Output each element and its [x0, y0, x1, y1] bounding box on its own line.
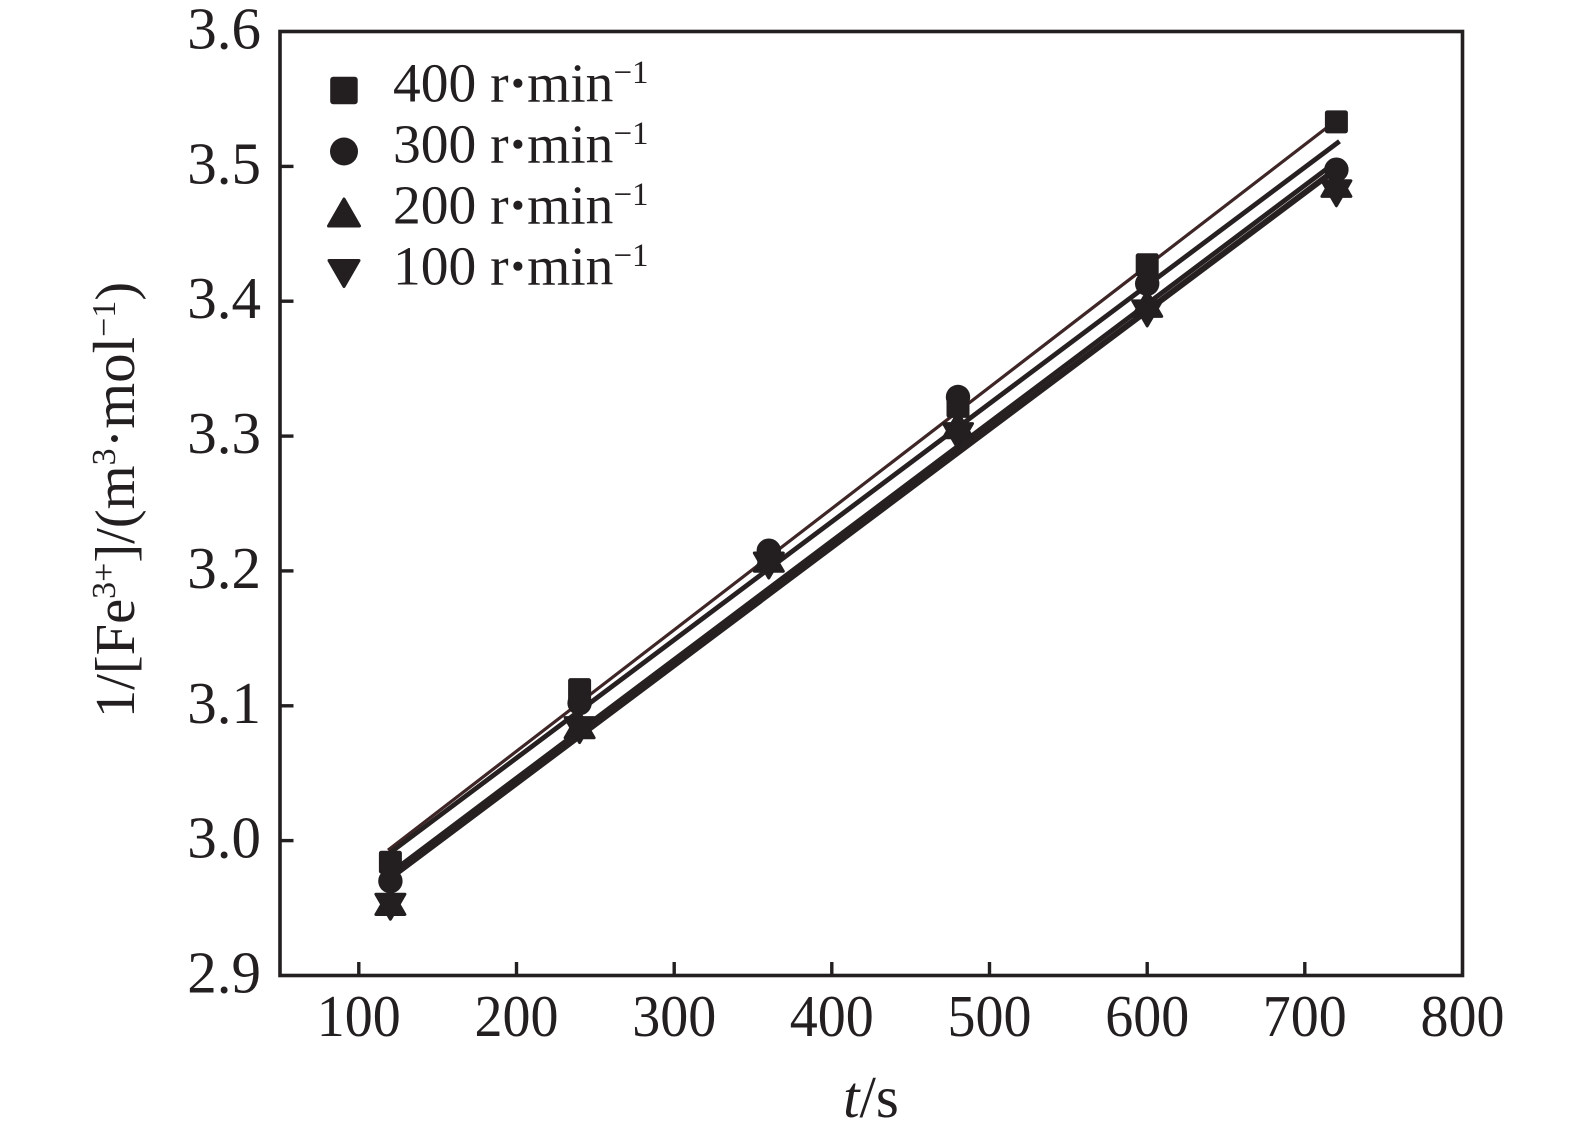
- svg-text:600: 600: [1105, 983, 1189, 1049]
- svg-text:400: 400: [790, 983, 874, 1049]
- svg-text:2.9: 2.9: [187, 940, 261, 1006]
- svg-text:100 r·min−1: 100 r·min−1: [393, 237, 649, 298]
- svg-text:3.2: 3.2: [187, 535, 261, 601]
- svg-text:1/[Fe3+]/(m3·mol−1): 1/[Fe3+]/(m3·mol−1): [81, 282, 147, 718]
- svg-text:t/s: t/s: [843, 1064, 899, 1130]
- svg-text:100: 100: [317, 983, 401, 1049]
- svg-text:800: 800: [1421, 983, 1505, 1049]
- svg-text:300: 300: [632, 983, 716, 1049]
- svg-text:200 r·min−1: 200 r·min−1: [393, 176, 649, 237]
- svg-text:3.0: 3.0: [187, 805, 261, 871]
- svg-text:3.4: 3.4: [187, 265, 261, 331]
- svg-text:300 r·min−1: 300 r·min−1: [393, 115, 649, 176]
- svg-text:500: 500: [948, 983, 1032, 1049]
- svg-text:3.3: 3.3: [187, 400, 261, 466]
- svg-text:200: 200: [475, 983, 559, 1049]
- svg-text:700: 700: [1263, 983, 1347, 1049]
- svg-text:3.1: 3.1: [187, 670, 261, 736]
- svg-text:3.6: 3.6: [187, 0, 261, 62]
- svg-text:400 r·min−1: 400 r·min−1: [393, 54, 649, 115]
- svg-text:3.5: 3.5: [187, 130, 261, 196]
